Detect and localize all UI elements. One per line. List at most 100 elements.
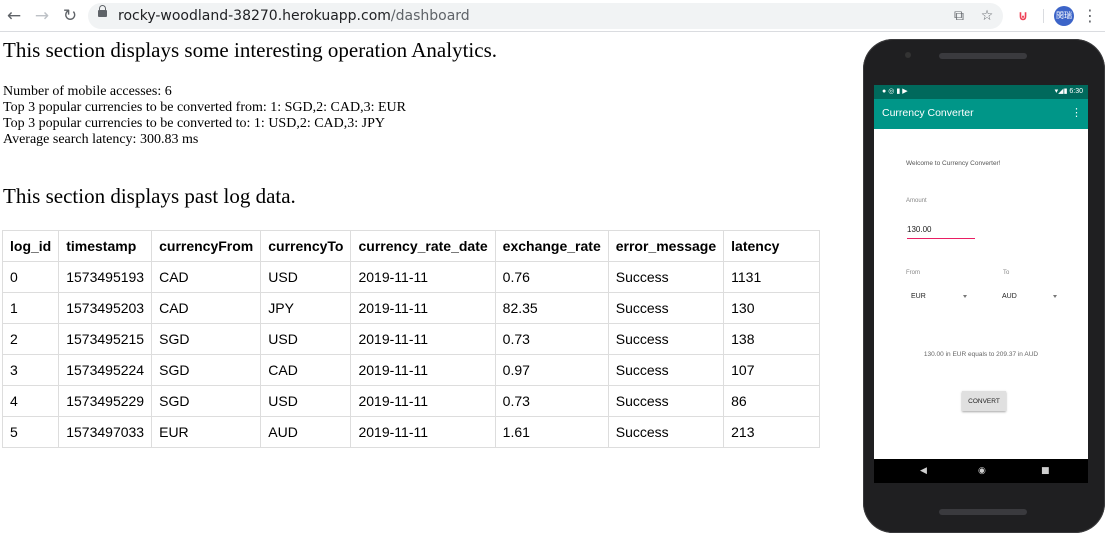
log-heading: This section displays past log data. xyxy=(3,184,296,208)
back-triangle-icon[interactable]: ◀ xyxy=(920,466,927,476)
table-cell: 1.61 xyxy=(494,416,609,448)
table-cell: Success xyxy=(607,261,725,293)
lock-icon xyxy=(98,5,107,17)
table-cell: Success xyxy=(607,354,725,386)
app-title: Currency Converter xyxy=(882,107,974,119)
status-right: ▾◢▮ 6:30 xyxy=(1055,85,1083,99)
dropdown-arrow-icon xyxy=(963,295,967,298)
column-header: log_id xyxy=(1,230,60,262)
table-cell: 5 xyxy=(1,416,60,448)
popular-to-text: Top 3 popular currencies to be converted… xyxy=(3,116,386,131)
mobile-accesses-text: Number of mobile accesses: 6 xyxy=(3,84,172,99)
table-cell: 2019-11-11 xyxy=(350,385,496,417)
table-row: 2 1573495215 SGD USD 2019-11-11 0.73 Suc… xyxy=(1,323,821,355)
toolbar-divider xyxy=(1043,9,1044,23)
column-header: timestamp xyxy=(58,230,153,262)
status-time: 6:30 xyxy=(1069,88,1083,95)
popular-from-text: Top 3 popular currencies to be converted… xyxy=(3,100,406,115)
table-cell: Success xyxy=(607,385,725,417)
column-header: currency_rate_date xyxy=(350,230,496,262)
table-cell: AUD xyxy=(260,416,352,448)
table-cell: 2 xyxy=(1,323,60,355)
app-content: Welcome to Currency Converter! Amount 13… xyxy=(874,129,1088,459)
android-nav-bar: ◀ ◉ ■ xyxy=(874,459,1088,483)
bookmark-star-icon[interactable]: ☆ xyxy=(980,8,994,24)
table-cell: 2019-11-11 xyxy=(350,292,496,324)
front-camera xyxy=(905,52,911,58)
table-row: 3 1573495224 SGD CAD 2019-11-11 0.97 Suc… xyxy=(1,354,821,386)
table-cell: USD xyxy=(260,385,352,417)
back-arrow-icon[interactable]: ← xyxy=(6,6,22,26)
table-cell: CAD xyxy=(151,292,262,324)
column-header: exchange_rate xyxy=(494,230,609,262)
table-cell: USD xyxy=(260,323,352,355)
table-row: 5 1573497033 EUR AUD 2019-11-11 1.61 Suc… xyxy=(1,416,821,448)
phone-screen: ●◎▮▶ ▾◢▮ 6:30 Currency Converter ⋮ Welco… xyxy=(874,85,1088,483)
to-currency-spinner[interactable]: AUD xyxy=(1002,293,1062,305)
forward-arrow-icon[interactable]: → xyxy=(34,6,50,26)
amount-input[interactable]: 130.00 xyxy=(907,225,975,239)
to-currency-value: AUD xyxy=(1002,293,1017,300)
table-row: 4 1573495229 SGD USD 2019-11-11 0.73 Suc… xyxy=(1,385,821,417)
table-cell: 0.73 xyxy=(494,385,609,417)
table-cell: 0 xyxy=(1,261,60,293)
table-cell: EUR xyxy=(151,416,262,448)
table-cell: 1573497033 xyxy=(58,416,153,448)
table-cell: 1573495229 xyxy=(58,385,153,417)
table-cell: 4 xyxy=(1,385,60,417)
analytics-stats: Number of mobile accesses: 6 Top 3 popul… xyxy=(3,84,406,148)
column-header: currencyTo xyxy=(260,230,352,262)
column-header: currencyFrom xyxy=(151,230,262,262)
table-header-row: log_id timestamp currencyFrom currencyTo… xyxy=(1,230,821,262)
table-cell: 0.73 xyxy=(494,323,609,355)
avg-latency-text: Average search latency: 300.83 ms xyxy=(3,132,199,147)
from-currency-value: EUR xyxy=(911,293,926,300)
browser-menu-icon[interactable]: ⋮ xyxy=(1082,6,1098,25)
signal-battery-icon: ▾◢▮ xyxy=(1054,88,1070,95)
table-row: 0 1573495193 CAD USD 2019-11-11 0.76 Suc… xyxy=(1,261,821,293)
app-bar: Currency Converter ⋮ xyxy=(874,99,1088,129)
from-currency-spinner[interactable]: EUR xyxy=(911,293,971,305)
overflow-menu-icon[interactable]: ⋮ xyxy=(1071,106,1082,119)
log-table: log_id timestamp currencyFrom currencyTo… xyxy=(1,230,821,448)
android-status-bar: ●◎▮▶ ▾◢▮ 6:30 xyxy=(874,85,1088,99)
table-cell: 1573495193 xyxy=(58,261,153,293)
table-cell: 0.97 xyxy=(494,354,609,386)
table-cell: 107 xyxy=(723,354,821,386)
table-cell: SGD xyxy=(151,385,262,417)
conversion-result: 130.00 in EUR equals to 209.37 in AUD xyxy=(923,351,1039,358)
convert-button[interactable]: CONVERT xyxy=(962,391,1006,411)
table-cell: 1573495224 xyxy=(58,354,153,386)
table-cell: 82.35 xyxy=(494,292,609,324)
recents-square-icon[interactable]: ■ xyxy=(1041,466,1050,476)
home-circle-icon[interactable]: ◉ xyxy=(978,466,986,476)
table-cell: CAD xyxy=(260,354,352,386)
table-cell: JPY xyxy=(260,292,352,324)
welcome-text: Welcome to Currency Converter! xyxy=(906,160,1001,167)
profile-avatar[interactable]: 閔瑞 xyxy=(1054,6,1074,26)
table-cell: 1 xyxy=(1,292,60,324)
table-cell: 1131 xyxy=(723,261,821,293)
reload-icon[interactable]: ↻ xyxy=(62,6,78,26)
phone-speaker xyxy=(939,53,1027,59)
table-cell: Success xyxy=(607,292,725,324)
translate-icon[interactable]: ⧉ xyxy=(954,8,964,24)
column-header: error_message xyxy=(607,230,725,262)
pocket-extension-icon[interactable]: ⊍ xyxy=(1018,8,1028,23)
amount-label: Amount xyxy=(906,198,927,204)
address-bar[interactable]: rocky-woodland-38270.herokuapp.com/dashb… xyxy=(88,3,1003,29)
url-text: rocky-woodland-38270.herokuapp.com/dashb… xyxy=(118,8,470,24)
phone-bottom-speaker xyxy=(939,509,1027,515)
browser-toolbar: ← → ↻ rocky-woodland-38270.herokuapp.com… xyxy=(0,0,1105,32)
table-cell: 3 xyxy=(1,354,60,386)
table-cell: 2019-11-11 xyxy=(350,261,496,293)
table-cell: SGD xyxy=(151,354,262,386)
table-row: 1 1573495203 CAD JPY 2019-11-11 82.35 Su… xyxy=(1,292,821,324)
table-cell: 138 xyxy=(723,323,821,355)
table-cell: 2019-11-11 xyxy=(350,354,496,386)
status-notification-icons: ●◎▮▶ xyxy=(882,88,910,95)
table-cell: Success xyxy=(607,416,725,448)
table-cell: SGD xyxy=(151,323,262,355)
analytics-heading: This section displays some interesting o… xyxy=(3,38,498,62)
from-label: From xyxy=(906,270,920,276)
